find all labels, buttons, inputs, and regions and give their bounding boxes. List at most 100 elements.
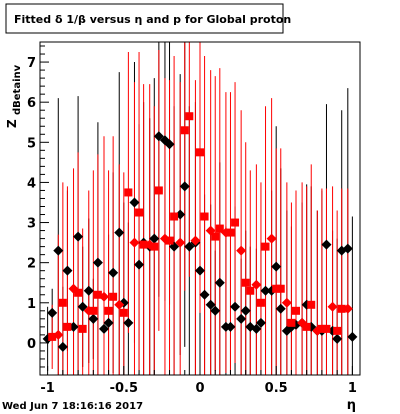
data-point xyxy=(53,329,64,340)
data-point xyxy=(109,292,118,301)
data-point xyxy=(241,278,250,287)
data-point xyxy=(114,299,125,310)
data-point xyxy=(92,257,103,268)
y-axis-label: Z xyxy=(5,119,19,128)
data-point xyxy=(139,240,148,249)
x-tick-label: -1 xyxy=(40,381,54,396)
data-point xyxy=(322,324,331,333)
data-point xyxy=(272,284,281,293)
x-tick-label: 0.5 xyxy=(265,381,288,396)
data-point xyxy=(215,224,224,233)
data-point xyxy=(53,245,64,256)
data-point xyxy=(347,331,358,342)
data-point xyxy=(154,186,163,195)
data-point xyxy=(230,301,241,312)
data-point xyxy=(119,308,128,317)
data-point xyxy=(88,313,99,324)
data-point xyxy=(150,242,159,251)
data-point xyxy=(236,245,247,256)
data-point xyxy=(236,313,247,324)
footer-timestamp: Wed Jun 7 18:16:16 2017 xyxy=(2,401,143,412)
data-point xyxy=(342,303,353,314)
data-point xyxy=(211,232,220,241)
data-point xyxy=(337,304,346,313)
x-tick-label: 0 xyxy=(195,381,204,396)
data-point xyxy=(89,306,98,315)
data-point xyxy=(180,126,189,135)
data-point xyxy=(179,181,190,192)
series-layer xyxy=(42,42,358,375)
data-point xyxy=(307,300,316,309)
data-point xyxy=(199,289,210,300)
data-point xyxy=(205,299,216,310)
data-point xyxy=(104,306,113,315)
data-point xyxy=(231,218,240,227)
data-point xyxy=(261,242,270,251)
x-axis-label: η xyxy=(347,398,356,413)
y-tick-label: 2 xyxy=(27,257,36,272)
y-tick-label: 1 xyxy=(27,297,36,312)
data-point xyxy=(134,259,145,270)
data-point xyxy=(190,235,201,246)
y-tick-label: 5 xyxy=(27,136,36,151)
data-point xyxy=(57,341,68,352)
data-point xyxy=(333,326,342,335)
data-point xyxy=(175,237,186,248)
data-point xyxy=(83,285,94,296)
data-point xyxy=(195,265,205,276)
chart-title: Fitted δ 1/β versus η and p for Global p… xyxy=(14,13,291,26)
data-point xyxy=(317,324,326,333)
data-point xyxy=(135,208,144,217)
data-point xyxy=(256,298,265,307)
data-point xyxy=(99,323,109,334)
data-point xyxy=(62,265,73,276)
y-tick-label: 7 xyxy=(27,56,36,71)
data-point xyxy=(327,301,338,312)
data-point xyxy=(281,297,292,308)
data-point xyxy=(196,148,204,157)
data-point xyxy=(74,288,83,297)
data-point xyxy=(266,233,277,244)
data-point xyxy=(170,212,179,221)
data-point xyxy=(63,322,72,331)
data-point xyxy=(164,139,175,150)
data-point xyxy=(108,267,119,278)
data-point xyxy=(321,239,332,250)
data-point xyxy=(210,305,221,316)
data-point xyxy=(287,318,296,327)
data-point xyxy=(271,261,282,272)
data-point xyxy=(114,227,125,238)
data-point xyxy=(153,131,164,142)
data-point xyxy=(124,188,133,197)
x-tick-label: -0.5 xyxy=(110,381,138,396)
data-point xyxy=(185,112,194,121)
data-point xyxy=(48,332,57,341)
data-point xyxy=(342,243,353,254)
data-point xyxy=(225,321,236,332)
data-point xyxy=(260,285,271,296)
data-point xyxy=(302,322,311,331)
data-point xyxy=(251,279,262,290)
data-point xyxy=(184,241,195,252)
data-point xyxy=(103,317,114,328)
x-tick-label: 1 xyxy=(348,381,357,396)
data-point xyxy=(214,277,225,288)
data-point xyxy=(275,303,286,314)
y-tick-label: 3 xyxy=(27,217,36,232)
data-point xyxy=(149,233,160,244)
data-point xyxy=(78,324,87,333)
data-point xyxy=(129,197,140,208)
axis-layer: -1 -0.5 0 0.5 1 0 1 2 3 4 5 6 7 xyxy=(27,42,360,396)
data-point xyxy=(93,290,102,299)
data-point xyxy=(129,237,140,248)
y-tick-label: 0 xyxy=(27,337,36,352)
data-point xyxy=(246,286,255,295)
data-point xyxy=(123,317,134,328)
y-axis-label-subscript: dBetainv xyxy=(12,64,23,115)
title-box xyxy=(5,3,284,34)
data-point xyxy=(58,298,67,307)
data-point xyxy=(292,306,300,315)
data-point xyxy=(226,228,235,237)
data-point xyxy=(240,305,251,316)
